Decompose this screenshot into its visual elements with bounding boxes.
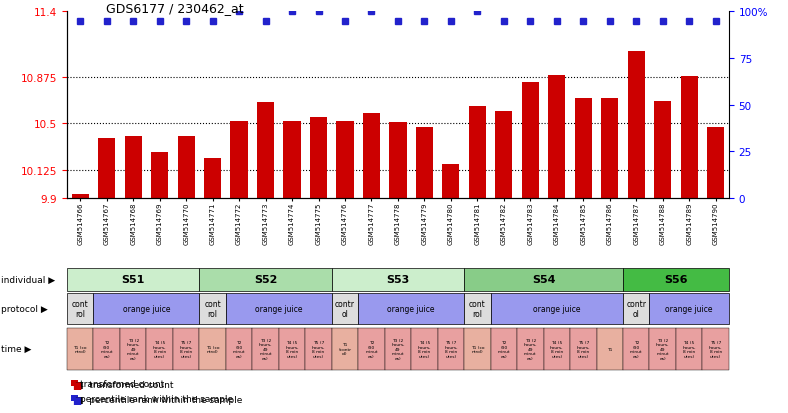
Text: contr
ol: contr ol	[335, 299, 355, 318]
Text: S51: S51	[121, 275, 145, 285]
Bar	[257, 103, 274, 198]
Text: T2
(90
minut
es): T2 (90 minut es)	[497, 340, 510, 358]
Text: time ▶: time ▶	[1, 344, 32, 354]
Text: T3 (2
hours,
49
minut
es): T3 (2 hours, 49 minut es)	[656, 338, 670, 360]
Text: T4 (5
hours,
8 min
utes): T4 (5 hours, 8 min utes)	[285, 340, 299, 358]
Bar	[495, 112, 512, 198]
Bar	[548, 76, 566, 198]
Bar	[177, 136, 195, 198]
Text: GDS6177 / 230462_at: GDS6177 / 230462_at	[106, 2, 244, 15]
Text: orange juice: orange juice	[255, 304, 303, 313]
Bar	[416, 128, 433, 198]
Bar	[284, 121, 301, 198]
Text: T1 (co
ntrol): T1 (co ntrol)	[470, 345, 484, 353]
Text: T1
(contr
ol): T1 (contr ol)	[339, 342, 351, 356]
Text: T4 (5
hours,
8 min
utes): T4 (5 hours, 8 min utes)	[682, 340, 696, 358]
Text: ■  transformed count: ■ transformed count	[75, 380, 173, 389]
Text: cont
rol: cont rol	[72, 299, 88, 318]
Text: S53: S53	[386, 275, 410, 285]
Bar	[389, 123, 407, 198]
Bar	[627, 52, 645, 198]
Bar	[442, 165, 459, 198]
Text: orange juice: orange juice	[388, 304, 435, 313]
Text: T5 (7
hours,
8 min
utes): T5 (7 hours, 8 min utes)	[180, 340, 193, 358]
Text: T1: T1	[607, 347, 612, 351]
Text: T4 (5
hours,
8 min
utes): T4 (5 hours, 8 min utes)	[418, 340, 431, 358]
Text: S54: S54	[532, 275, 556, 285]
Text: T5 (7
hours,
8 min
utes): T5 (7 hours, 8 min utes)	[444, 340, 458, 358]
Text: T3 (2
hours,
49
minut
es): T3 (2 hours, 49 minut es)	[523, 338, 537, 360]
Text: T1 (co
ntrol): T1 (co ntrol)	[73, 345, 87, 353]
Text: T2
(90
minut
es): T2 (90 minut es)	[365, 340, 377, 358]
Text: T5 (7
hours,
8 min
utes): T5 (7 hours, 8 min utes)	[709, 340, 723, 358]
Bar	[362, 114, 380, 198]
Text: T4 (5
hours,
8 min
utes): T4 (5 hours, 8 min utes)	[153, 340, 166, 358]
Text: T4 (5
hours,
8 min
utes): T4 (5 hours, 8 min utes)	[550, 340, 563, 358]
Bar	[230, 121, 247, 198]
Text: T1 (co
ntrol): T1 (co ntrol)	[206, 345, 219, 353]
Text: orange juice: orange juice	[123, 304, 170, 313]
Bar	[98, 139, 115, 198]
Bar	[601, 99, 619, 198]
Bar	[72, 195, 89, 198]
Bar	[204, 159, 221, 198]
Text: T2
(90
minut
es): T2 (90 minut es)	[232, 340, 245, 358]
Text: T3 (2
hours,
49
minut
es): T3 (2 hours, 49 minut es)	[258, 338, 273, 360]
Text: T2
(90
minut
es): T2 (90 minut es)	[630, 340, 642, 358]
Text: orange juice: orange juice	[533, 304, 581, 313]
Bar	[310, 118, 327, 198]
Bar	[469, 107, 486, 198]
Text: T5 (7
hours,
8 min
utes): T5 (7 hours, 8 min utes)	[312, 340, 325, 358]
Bar	[522, 83, 539, 198]
Text: ■  percentile rank within the sample: ■ percentile rank within the sample	[75, 395, 242, 404]
Bar	[125, 136, 142, 198]
Text: T5 (7
hours,
8 min
utes): T5 (7 hours, 8 min utes)	[577, 340, 590, 358]
Text: individual ▶: individual ▶	[1, 275, 55, 284]
Bar	[707, 128, 724, 198]
Text: protocol ▶: protocol ▶	[1, 304, 47, 313]
Text: contr
ol: contr ol	[626, 299, 646, 318]
Text: cont
rol: cont rol	[469, 299, 485, 318]
Bar	[574, 99, 592, 198]
Text: T2
(90
minut
es): T2 (90 minut es)	[100, 340, 113, 358]
Text: S52: S52	[254, 275, 277, 285]
Text: T3 (2
hours,
49
minut
es): T3 (2 hours, 49 minut es)	[126, 338, 140, 360]
Text: ■: ■	[72, 394, 82, 405]
Text: transformed count: transformed count	[80, 379, 165, 388]
Text: T3 (2
hours,
49
minut
es): T3 (2 hours, 49 minut es)	[391, 338, 405, 360]
Bar	[654, 102, 671, 198]
Text: percentile rank within the sample: percentile rank within the sample	[80, 394, 233, 403]
Bar	[151, 152, 169, 198]
Text: orange juice: orange juice	[665, 304, 713, 313]
Bar	[681, 77, 698, 198]
Text: ■: ■	[72, 380, 82, 390]
Text: cont
rol: cont rol	[204, 299, 221, 318]
Text: S56: S56	[664, 275, 688, 285]
Bar	[336, 121, 354, 198]
